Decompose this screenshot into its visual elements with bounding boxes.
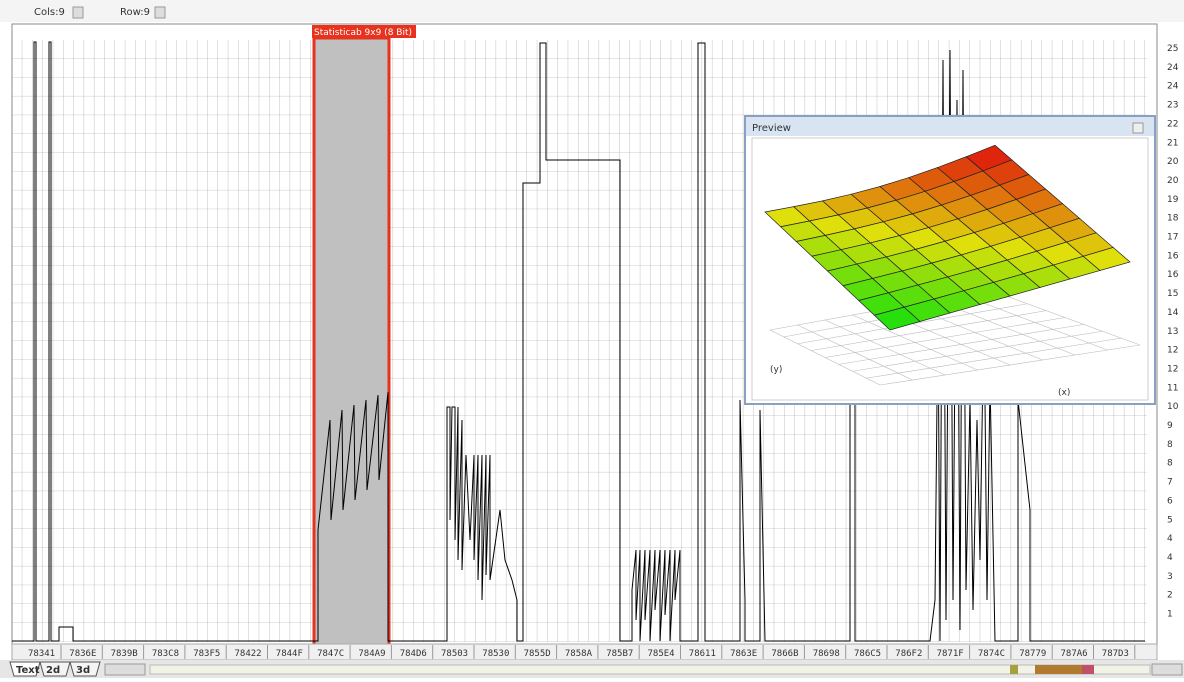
y-label: 4 [1167, 534, 1173, 544]
waveform [12, 41, 1145, 642]
address-label: 7863E [730, 649, 757, 659]
y-label: 8 [1167, 459, 1173, 469]
y-label: 16 [1167, 270, 1179, 280]
scroll-mark [1010, 665, 1018, 674]
tab-label: 2d [46, 665, 60, 676]
y-label: 20 [1167, 157, 1179, 167]
scroll-mark [1082, 665, 1094, 674]
cols-spinner[interactable] [72, 6, 84, 19]
y-label: 18 [1167, 214, 1179, 224]
y-label: 8 [1167, 440, 1173, 450]
y-label: 10 [1167, 402, 1179, 412]
address-label: 7866B [771, 649, 798, 659]
address-label: 7839B [111, 649, 138, 659]
address-label: 785E4 [648, 649, 675, 659]
surface [764, 144, 1141, 386]
address-label: 785B7 [606, 649, 633, 659]
address-label: 784D6 [400, 649, 427, 659]
floor-line [962, 294, 1108, 351]
y-label: 17 [1167, 233, 1178, 243]
nav-buttons[interactable] [104, 663, 146, 676]
address-label: 7836E [69, 649, 96, 659]
address-label: 7847C [317, 649, 344, 659]
y-label: 9 [1167, 421, 1173, 431]
floor-line [879, 344, 1141, 386]
y-labels: 2524242322212020191817161615141312121110… [1167, 44, 1179, 620]
address-label: 78422 [235, 649, 262, 659]
y-label: 7 [1167, 478, 1173, 488]
scroll-buttons[interactable] [1151, 663, 1183, 676]
address-label: 784A9 [358, 649, 385, 659]
address-label: 7871F [937, 649, 964, 659]
y-label: 5 [1167, 515, 1173, 525]
y-label: 2 [1167, 591, 1173, 601]
y-label: 12 [1167, 364, 1178, 374]
address-label: 78611 [689, 649, 716, 659]
y-label: 11 [1167, 383, 1178, 393]
y-label: 16 [1167, 251, 1179, 261]
address-label: 787D3 [1102, 649, 1129, 659]
close-button[interactable] [1132, 122, 1144, 134]
address-label: 783C8 [152, 649, 179, 659]
tab[interactable] [39, 661, 71, 677]
selection-label: Statisticab 9x9 (8 Bit) [314, 28, 412, 38]
y-label: 12 [1167, 346, 1178, 356]
address-label: 786F2 [895, 649, 922, 659]
address-label: 78503 [441, 649, 468, 659]
y-label: 24 [1167, 63, 1179, 73]
floor-line [838, 324, 1084, 365]
address-label: 78341 [28, 649, 55, 659]
y-label: 13 [1167, 327, 1178, 337]
address-label: 78779 [1019, 649, 1046, 659]
preview-titlebar [746, 117, 1154, 136]
y-label: 25 [1167, 44, 1178, 54]
tab[interactable] [9, 661, 41, 677]
address-label: 787A6 [1061, 649, 1088, 659]
y-label: 15 [1167, 289, 1178, 299]
y-label: 24 [1167, 82, 1179, 92]
y-label: 21 [1167, 138, 1178, 148]
selection-tab [312, 25, 416, 38]
y-axis-label: (y) [770, 365, 782, 375]
cols-label: Cols:9 [34, 7, 65, 18]
tab-label: Text [16, 665, 40, 676]
scroll-mark [1035, 665, 1090, 674]
floor-line [824, 317, 1066, 358]
address-label: 7844F [276, 649, 303, 659]
address-label: 78530 [482, 649, 509, 659]
y-label: 1 [1167, 610, 1173, 620]
address-label: 7858A [565, 649, 593, 659]
y-label: 23 [1167, 101, 1178, 111]
x-axis-label: (x) [1058, 388, 1070, 398]
preview-title: Preview [752, 123, 791, 134]
y-label: 22 [1167, 119, 1178, 129]
y-label: 14 [1167, 308, 1179, 318]
y-label: 3 [1167, 572, 1173, 582]
address-label: 783F5 [193, 649, 220, 659]
address-label: 786C5 [854, 649, 881, 659]
address-row: 78341 7836E 7839B 783C8 783F5 78422 7844F 7847C… [11, 643, 1158, 661]
address-label: 7874C [978, 649, 1005, 659]
y-label: 20 [1167, 176, 1179, 186]
surface-cell [1082, 247, 1131, 271]
floor-line [866, 337, 1122, 379]
preview-window: Preview (y) (x) [744, 115, 1156, 405]
rows-spinner[interactable] [154, 6, 166, 19]
y-label: 6 [1167, 496, 1173, 506]
floor-line [852, 330, 1103, 372]
scroll-track[interactable] [149, 664, 1151, 675]
rows-label: Row:9 [120, 7, 150, 18]
tabs: Text 2d 3d [9, 661, 101, 677]
address-label: 7855D [524, 649, 551, 659]
address-label: 78698 [813, 649, 840, 659]
tab[interactable] [69, 661, 101, 677]
tab-label: 3d [76, 665, 90, 676]
toolbar [0, 0, 1184, 22]
floor-line [989, 289, 1141, 346]
y-label: 4 [1167, 553, 1173, 563]
y-label: 19 [1167, 195, 1179, 205]
selection[interactable] [312, 36, 391, 648]
